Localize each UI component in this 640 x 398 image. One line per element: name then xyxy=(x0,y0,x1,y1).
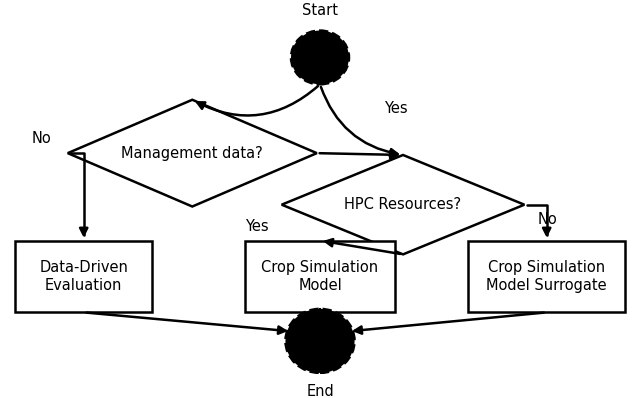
Text: Data-Driven
Evaluation: Data-Driven Evaluation xyxy=(39,260,128,293)
Text: Yes: Yes xyxy=(245,219,269,234)
Bar xyxy=(468,240,625,312)
Text: End: End xyxy=(306,384,334,398)
Bar xyxy=(15,240,152,312)
Text: Management data?: Management data? xyxy=(122,146,263,161)
Ellipse shape xyxy=(291,31,349,84)
Text: Yes: Yes xyxy=(384,101,408,117)
Text: HPC Resources?: HPC Resources? xyxy=(344,197,461,212)
Text: Start: Start xyxy=(302,3,338,18)
Text: No: No xyxy=(32,131,52,146)
Text: Crop Simulation
Model: Crop Simulation Model xyxy=(261,260,379,293)
Ellipse shape xyxy=(285,309,355,373)
Text: No: No xyxy=(537,212,557,227)
Polygon shape xyxy=(68,100,317,207)
Text: Crop Simulation
Model Surrogate: Crop Simulation Model Surrogate xyxy=(486,260,607,293)
Polygon shape xyxy=(282,155,524,254)
Bar xyxy=(245,240,395,312)
